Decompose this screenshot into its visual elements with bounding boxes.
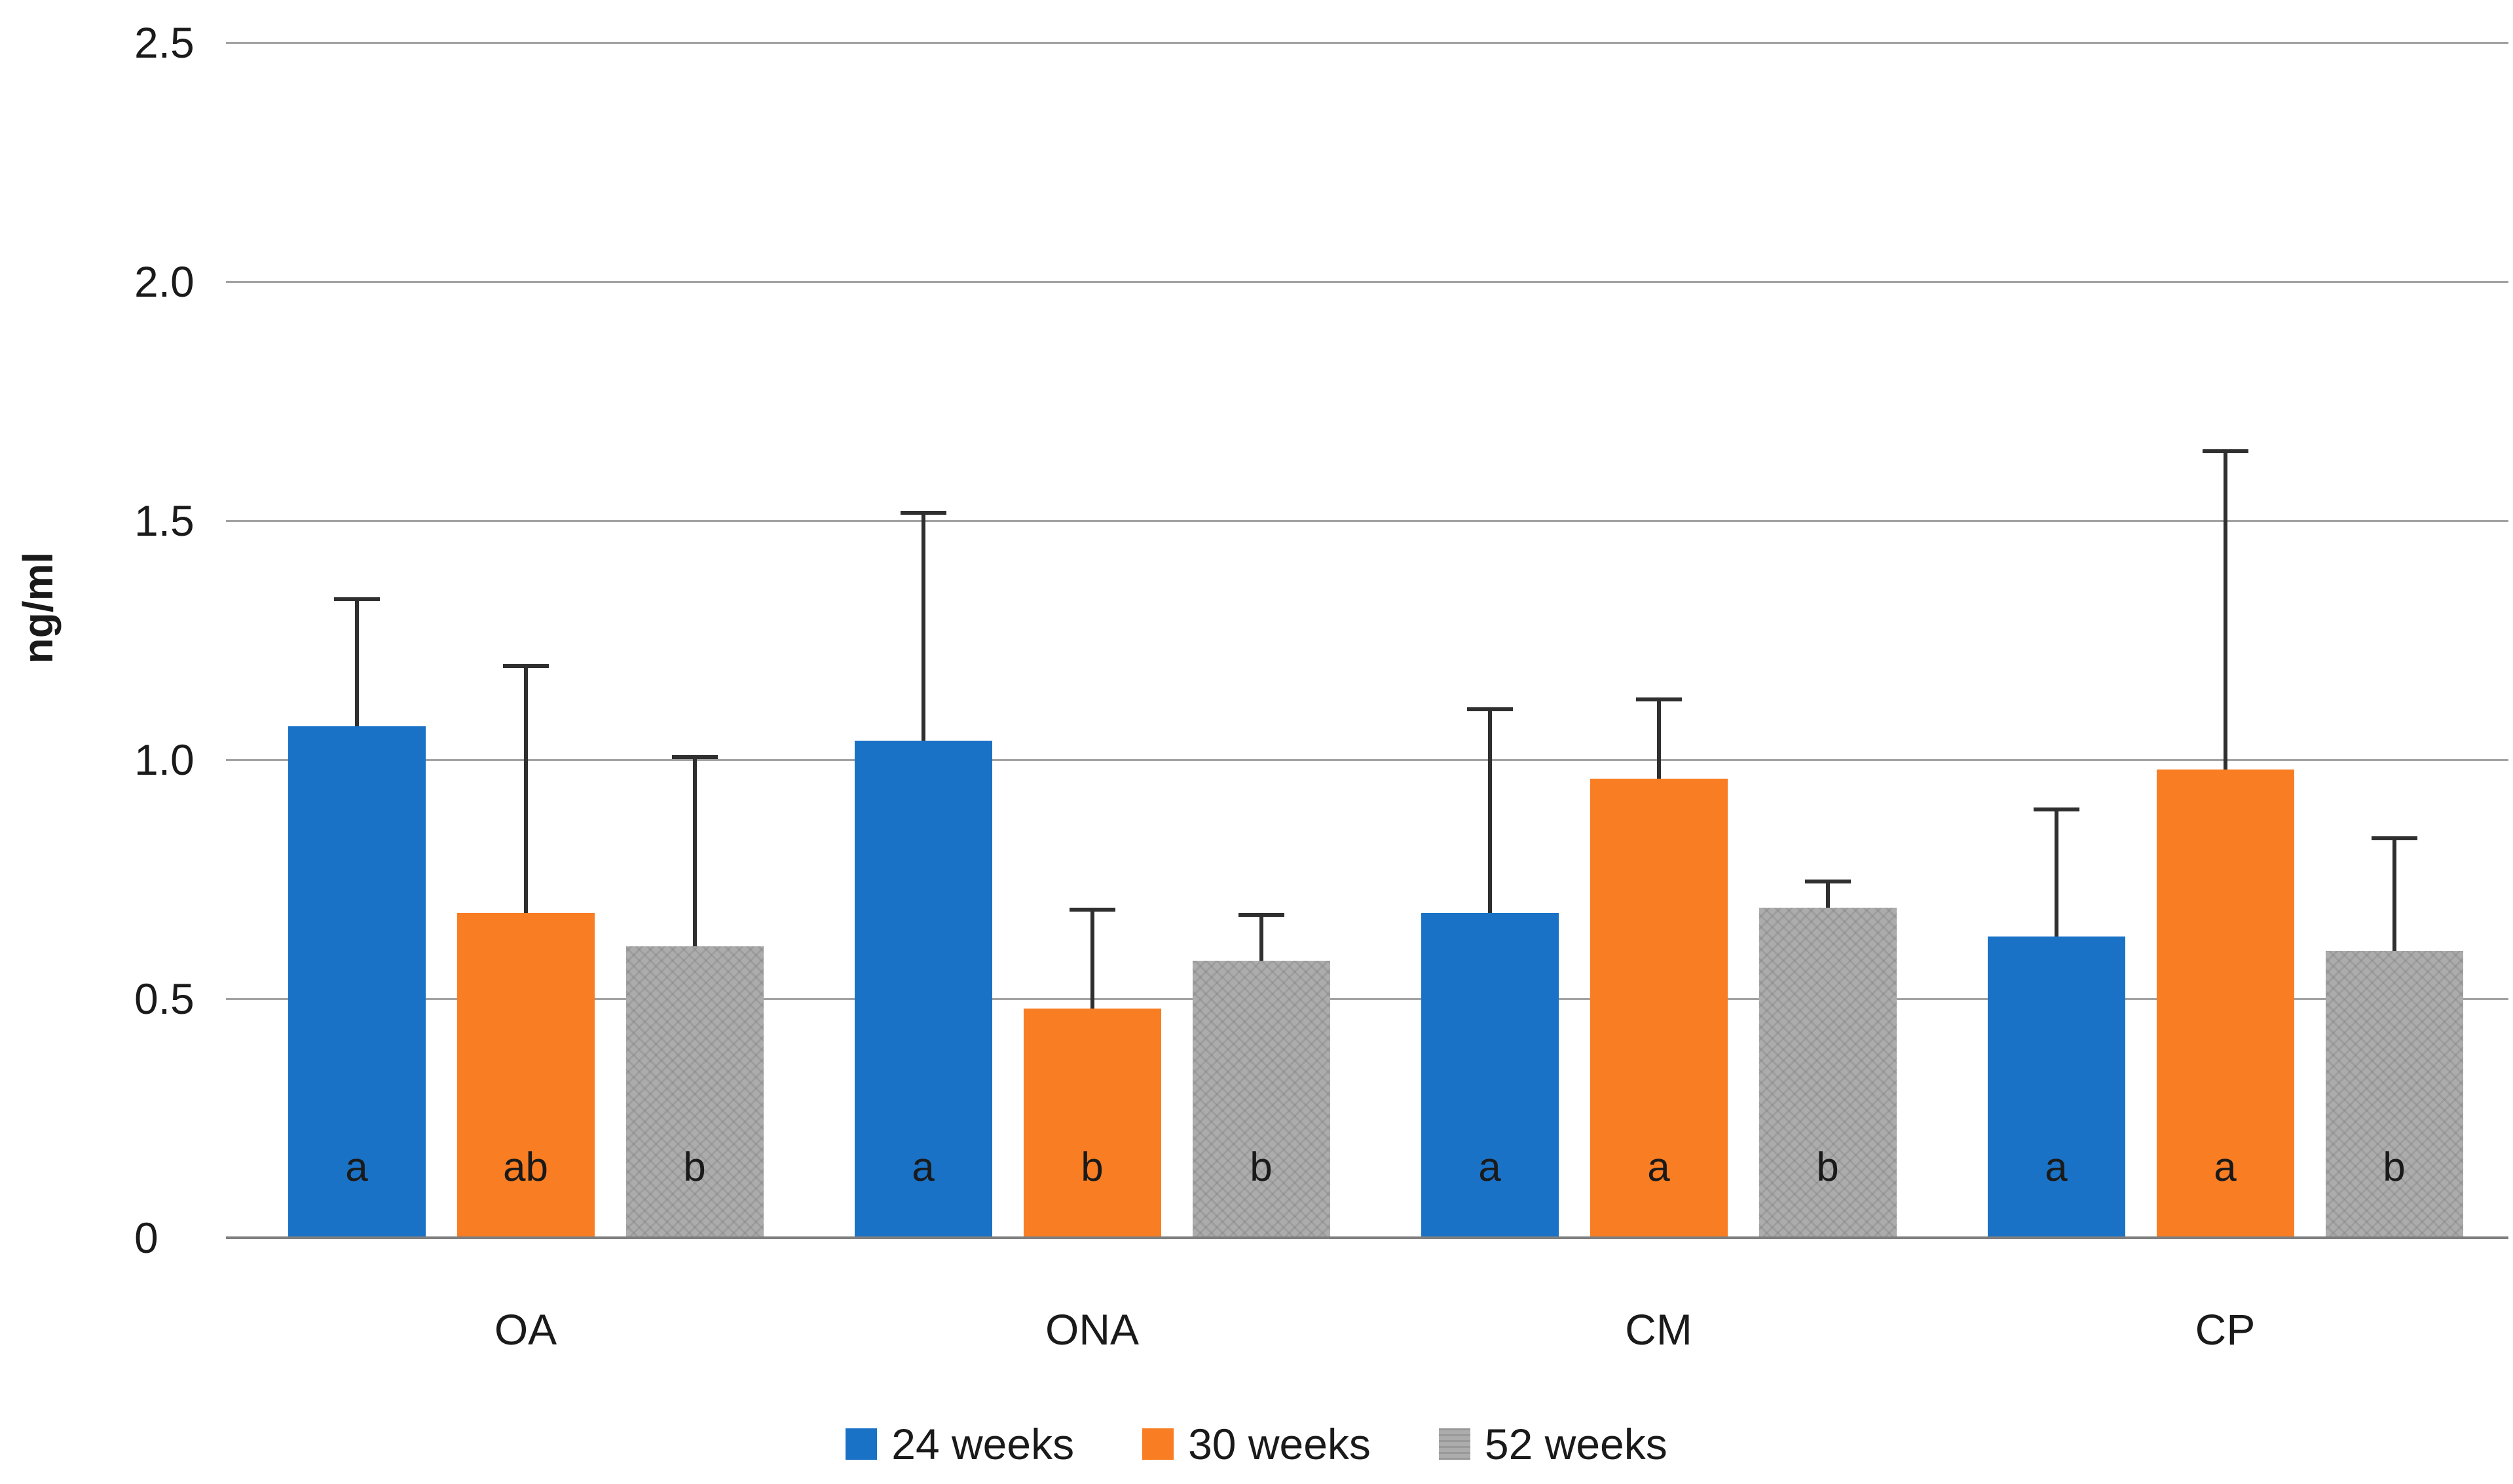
significance-letter-OA-52-weeks: b <box>683 1145 706 1190</box>
significance-letter-CM-52-weeks: b <box>1816 1145 1839 1190</box>
significance-letter-ONA-30-weeks: b <box>1081 1145 1104 1190</box>
error-bar-CM-52-weeks <box>1825 879 1830 908</box>
significance-letter-CM-24-weeks: a <box>1478 1145 1501 1190</box>
y-tick-label-2.5: 2.5 <box>134 18 195 67</box>
legend-label-24-weeks: 24 weeks <box>891 1420 1075 1468</box>
bar-ONA-30-weeks <box>1023 1008 1161 1238</box>
error-bar-OA-24-weeks <box>354 597 359 726</box>
legend: 24 weeks 30 weeks 52 weeks <box>0 1416 2513 1472</box>
legend-item-52-weeks: 52 weeks <box>1438 1419 1667 1469</box>
error-bar-ONA-30-weeks <box>1090 908 1094 1009</box>
error-bar-cap-ONA-52-weeks <box>1238 912 1284 917</box>
legend-swatch-52-weeks <box>1438 1428 1470 1460</box>
bar-OA-52-weeks <box>625 946 764 1238</box>
error-bar-ONA-52-weeks <box>1259 912 1263 961</box>
error-bar-CP-24-weeks <box>2054 807 2058 937</box>
significance-letter-ONA-24-weeks: a <box>912 1145 935 1190</box>
error-bar-cap-OA-52-weeks <box>671 754 718 759</box>
significance-letter-CP-52-weeks: b <box>2383 1145 2406 1190</box>
error-bar-cap-ONA-30-weeks <box>1069 908 1115 912</box>
x-category-label-OA: OA <box>494 1305 557 1354</box>
bar-CM-30-weeks <box>1590 779 1728 1238</box>
error-bar-CM-30-weeks <box>1656 697 1661 779</box>
bar-CM-52-weeks <box>1759 908 1897 1238</box>
gridline-1.5 <box>226 520 2508 522</box>
y-tick-label-1.0: 1.0 <box>134 735 195 784</box>
bar-ONA-24-weeks <box>854 740 992 1238</box>
y-tick-label-2.0: 2.0 <box>134 257 195 306</box>
error-bar-CM-24-weeks <box>1487 707 1492 913</box>
error-bar-OA-52-weeks <box>692 754 697 946</box>
legend-label-30-weeks: 30 weeks <box>1188 1420 1371 1468</box>
gridline-1.0 <box>226 759 2508 761</box>
legend-item-24-weeks: 24 weeks <box>846 1419 1074 1469</box>
error-bar-cap-OA-30-weeks <box>502 664 549 668</box>
y-tick-label-0.5: 0.5 <box>134 974 195 1023</box>
significance-letter-OA-30-weeks: ab <box>503 1145 548 1190</box>
gridline-2.0 <box>226 281 2508 283</box>
legend-item-30-weeks: 30 weeks <box>1142 1419 1371 1469</box>
error-bar-OA-30-weeks <box>523 664 528 913</box>
error-bar-cap-CP-30-weeks <box>2202 449 2248 453</box>
significance-letter-OA-24-weeks: a <box>345 1145 368 1190</box>
x-axis-line <box>226 1236 2508 1239</box>
plot-area: a ab b a b b a a b a a b <box>226 42 2508 1239</box>
legend-swatch-24-weeks <box>846 1428 878 1460</box>
significance-letter-ONA-52-weeks: b <box>1250 1145 1273 1190</box>
error-bar-cap-CM-30-weeks <box>1635 697 1682 702</box>
error-bar-cap-CM-24-weeks <box>1466 707 1513 711</box>
error-bar-CP-52-weeks <box>2392 836 2396 951</box>
error-bar-cap-CP-24-weeks <box>2033 807 2079 811</box>
x-category-label-ONA: ONA <box>1045 1305 1140 1354</box>
error-bar-cap-CP-52-weeks <box>2371 836 2417 840</box>
bar-CM-24-weeks <box>1421 912 1559 1238</box>
bar-OA-30-weeks <box>456 912 595 1238</box>
x-category-label-CP: CP <box>2195 1305 2256 1354</box>
significance-letter-CP-24-weeks: a <box>2045 1145 2068 1190</box>
x-category-label-CM: CM <box>1625 1305 1692 1354</box>
error-bar-cap-OA-24-weeks <box>333 597 380 601</box>
y-tick-label-0: 0 <box>134 1214 158 1262</box>
bar-OA-24-weeks <box>288 726 426 1238</box>
error-bar-cap-CM-52-weeks <box>1804 879 1851 883</box>
significance-letter-CP-30-weeks: a <box>2214 1145 2237 1190</box>
gridline-0.5 <box>226 998 2508 1000</box>
y-tick-label-1.5: 1.5 <box>134 496 195 545</box>
legend-swatch-30-weeks <box>1142 1428 1174 1460</box>
legend-label-52-weeks: 52 weeks <box>1484 1420 1667 1468</box>
error-bar-CP-30-weeks <box>2223 449 2227 770</box>
bar-ONA-52-weeks <box>1192 960 1330 1238</box>
error-bar-cap-ONA-24-weeks <box>900 511 946 515</box>
error-bar-ONA-24-weeks <box>921 511 925 741</box>
y-axis-title: ng/ml <box>14 551 62 664</box>
bar-CP-52-weeks <box>2325 951 2463 1238</box>
bar-CP-30-weeks <box>2156 769 2294 1238</box>
significance-letter-CM-30-weeks: a <box>1647 1145 1670 1190</box>
gridline-2.5 <box>226 42 2508 44</box>
bar-CP-24-weeks <box>1987 937 2125 1238</box>
